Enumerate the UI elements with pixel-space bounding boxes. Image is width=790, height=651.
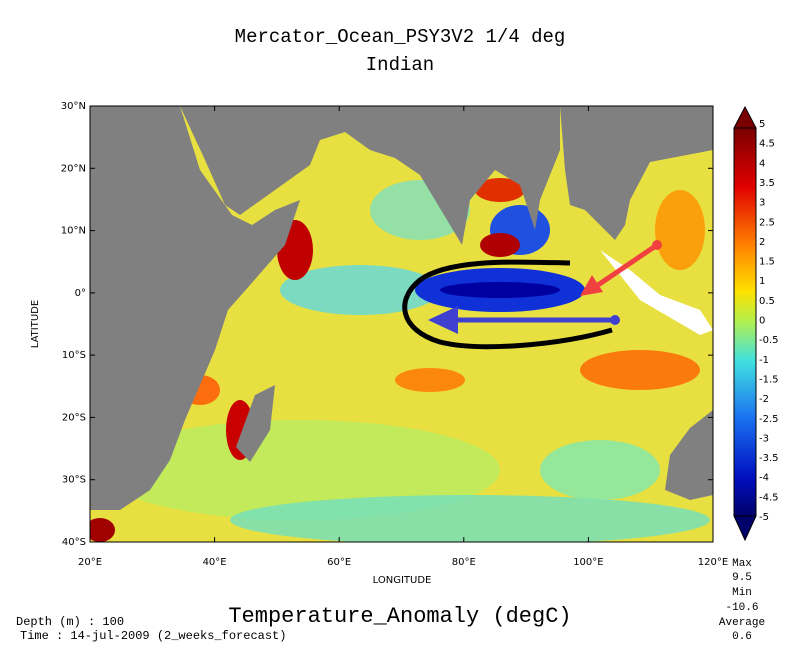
colorbar-tick-label: -4 <box>759 473 769 484</box>
y-tick-label: 0° <box>75 288 86 299</box>
colorbar-tick-label: -3 <box>759 433 769 444</box>
annotation-loop <box>402 259 613 350</box>
anomaly-patch <box>100 420 500 520</box>
colorbar-tick-label: 4 <box>759 158 765 169</box>
stat-value: 9.5 <box>732 572 752 584</box>
y-tick-label: 30°N <box>61 101 86 112</box>
map <box>90 106 713 542</box>
x-tick-label: 20°E <box>78 557 102 568</box>
colorbar-tick-label: -3.5 <box>759 453 779 464</box>
y-axis-label: LATITUDE <box>30 300 41 348</box>
land <box>90 106 300 510</box>
colorbar-tick-label: 5 <box>759 119 765 130</box>
variable-name: Temperature_Anomaly (degC) <box>228 604 571 629</box>
anomaly-patch <box>230 495 710 542</box>
colorbar-tick-label: -2.5 <box>759 414 779 425</box>
y-tick-label: 10°N <box>61 226 86 237</box>
y-tick-label: 20°N <box>61 163 86 174</box>
colorbar-tick-label: -1.5 <box>759 374 779 385</box>
stat-value: -10.6 <box>725 602 758 614</box>
colorbar-tick-label: 3.5 <box>759 178 775 189</box>
depth: Depth (m) : 100 <box>16 615 124 629</box>
colorbar-tick-label: -4.5 <box>759 492 779 503</box>
anomaly-patch <box>480 233 520 257</box>
colorbar <box>733 127 757 517</box>
stat-label: Max <box>732 558 752 570</box>
anomaly-patch <box>395 368 465 392</box>
x-tick-label: 40°E <box>203 557 227 568</box>
stat-label: Average <box>719 617 765 629</box>
colorbar-cap <box>733 515 757 542</box>
land <box>560 106 713 240</box>
colorbar-tick-label: 0 <box>759 316 765 327</box>
x-tick-label: 80°E <box>452 557 476 568</box>
colorbar-tick-label: 3 <box>759 198 765 209</box>
colorbar-tick-label: 0.5 <box>759 296 775 307</box>
land <box>665 410 713 500</box>
colorbar-tick-label: 1.5 <box>759 257 775 268</box>
colorbar-tick-label: 4.5 <box>759 139 775 150</box>
colorbar-tick-label: 2 <box>759 237 765 248</box>
anomaly-patch <box>440 282 560 298</box>
anomaly-patch <box>655 190 705 270</box>
colorbar-tick-label: 2.5 <box>759 217 775 228</box>
colorbar-tick-label: -2 <box>759 394 769 405</box>
y-tick-label: 10°S <box>62 350 86 361</box>
stat-value: 0.6 <box>732 631 752 643</box>
annotation-dot <box>652 240 662 250</box>
colorbar-cap <box>733 105 757 129</box>
anomaly-patch <box>280 265 440 315</box>
y-tick-label: 20°S <box>62 412 86 423</box>
x-tick-label: 100°E <box>573 557 603 568</box>
y-tick-label: 40°S <box>62 537 86 548</box>
anomaly-patch <box>540 440 660 500</box>
x-tick-label: 120°E <box>698 557 728 568</box>
anomaly-patch <box>475 178 525 202</box>
y-tick-label: 30°S <box>62 475 86 486</box>
colorbar-tick-label: -5 <box>759 512 769 523</box>
stat-label: Min <box>732 587 752 599</box>
time: Time : 14-jul-2009 (2_weeks_forecast) <box>20 629 286 643</box>
title: Mercator_Ocean_PSY3V2 1/4 deg <box>235 26 566 48</box>
annotation-arrowhead <box>428 306 458 334</box>
annotation-arrow <box>596 242 659 288</box>
colorbar-tick-label: 1 <box>759 276 765 287</box>
land <box>180 106 560 245</box>
annotation-arrowhead <box>580 275 603 296</box>
colorbar-tick-label: -0.5 <box>759 335 779 346</box>
stats: Max 9.5 Min -10.6 Average 0.6 <box>719 558 765 643</box>
land <box>236 385 275 462</box>
x-tick-label: 60°E <box>327 557 351 568</box>
subtitle: Indian <box>366 54 434 76</box>
plot-frame <box>89 105 714 543</box>
anomaly-patch <box>580 350 700 390</box>
anomaly-patch <box>90 518 115 542</box>
colorbar-tick-label: -1 <box>759 355 769 366</box>
x-axis-label: LONGITUDE <box>373 575 432 586</box>
islands <box>600 250 713 335</box>
annotation-dot <box>610 315 620 325</box>
